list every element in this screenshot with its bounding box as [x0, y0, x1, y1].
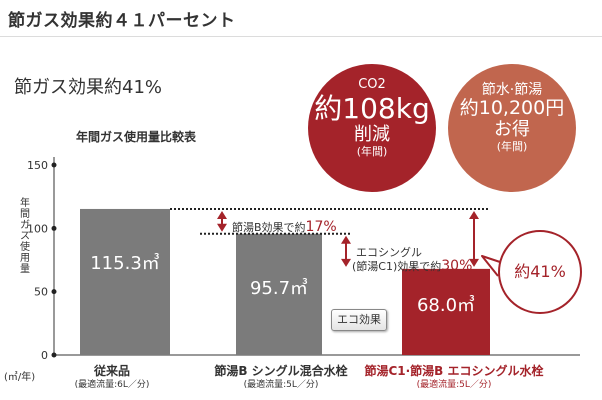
unit-label: (㎥/年): [4, 372, 36, 383]
co2-badge-line2: 約108kg: [314, 91, 430, 125]
co2-badge-line3: 削減: [354, 124, 390, 146]
co2-badge-line1: CO2: [358, 77, 386, 92]
b-effect-annotation: 節湯B効果で約17%: [232, 219, 337, 235]
total-reduction-callout: 約41%: [498, 230, 582, 314]
category-name: 節湯B シングル混合水栓: [214, 364, 348, 378]
bar-value-label: 115.3㎥: [90, 253, 160, 274]
category-sublabel: (最適流量:6L／分): [74, 380, 150, 390]
bar-value-label: 95.7㎥: [250, 278, 308, 299]
eco-effect-percent: 30%: [441, 258, 473, 274]
arrow-head-down: [217, 223, 227, 232]
category-label-single-mixer: 節湯B シングル混合水栓 (最適流量:5L／分): [196, 364, 366, 392]
arrow-head-down: [469, 258, 479, 267]
total-effect-arrow: [469, 210, 479, 267]
category-name: 節湯C1·節湯B エコシングル水栓: [364, 364, 544, 378]
y-tick-mark: [51, 352, 57, 358]
summary-title: 節ガス効果約41%: [14, 77, 163, 98]
y-tick-label: 150: [27, 159, 48, 172]
category-label-conventional: 従来品 (最適流量:6L／分): [62, 364, 162, 392]
co2-badge: CO2 約108kg 削減 (年間): [308, 64, 436, 192]
eco-effect-button[interactable]: エコ効果: [331, 309, 387, 331]
callout-pointer: [481, 255, 501, 277]
category-sublabel: (最適流量:5L／分): [243, 380, 319, 390]
category-name: 従来品: [93, 364, 130, 378]
savings-badge-line3: お得: [494, 118, 530, 140]
category-sublabel: (最適流量:5L／分): [416, 380, 492, 390]
category-label-eco-single: 節湯C1·節湯B エコシングル水栓 (最適流量:5L／分): [356, 364, 552, 392]
eco-effect-text: (節湯C1)効果で約: [352, 260, 442, 273]
y-tick-label: 0: [41, 349, 48, 362]
b-effect-arrow: [217, 210, 227, 232]
co2-badge-line4: (年間): [356, 144, 388, 158]
y-tick-mark: [51, 162, 57, 168]
bar: [80, 208, 170, 355]
savings-badge: 節水·節湯 約10,200円 お得 (年間): [448, 64, 576, 192]
bar-value-label: 68.0㎥: [417, 295, 475, 316]
page-heading: 節ガス効果約４１パーセント: [8, 11, 236, 31]
eco-effect-arrow: [341, 235, 351, 267]
b-effect-text: 節湯B効果で約: [232, 221, 306, 234]
heading-divider: [0, 36, 602, 37]
b-effect-percent: 17%: [305, 219, 337, 235]
y-tick-label: 100: [27, 222, 48, 235]
chart-title: 年間ガス使用量比較表: [76, 130, 197, 144]
y-tick-mark: [51, 225, 57, 231]
y-tick-mark: [51, 289, 57, 295]
savings-badge-line4: (年間): [496, 139, 528, 153]
arrow-head-up: [469, 210, 479, 219]
eco-effect-annotation-line1: エコシングル: [356, 246, 422, 259]
arrow-head-up: [217, 210, 227, 219]
savings-badge-line2: 約10,200円: [459, 97, 565, 120]
y-tick-label: 50: [34, 286, 48, 299]
eco-effect-annotation-line2: (節湯C1)効果で約30%: [352, 258, 472, 274]
savings-badge-line1: 節水·節湯: [481, 82, 543, 98]
y-axis-label: 年間ガス使用量: [20, 198, 30, 275]
arrow-head-up: [341, 235, 351, 244]
arrow-head-down: [341, 258, 351, 267]
bar: [402, 268, 490, 355]
bar: [236, 233, 322, 355]
